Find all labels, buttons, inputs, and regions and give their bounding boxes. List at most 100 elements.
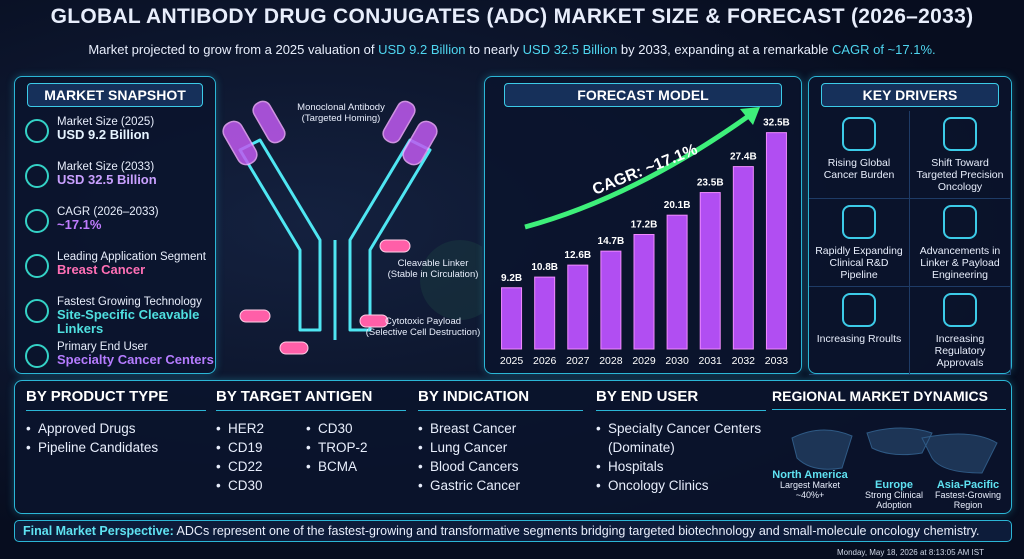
regional-section: REGIONAL MARKET DYNAMICS (772, 388, 1006, 503)
x-tick-label: 2029 (632, 355, 656, 367)
icon (25, 119, 49, 143)
section-title: BY TARGET ANTIGEN (216, 388, 406, 411)
region-name: North America (772, 469, 848, 481)
value-label: 32.5B (763, 118, 790, 129)
illustration-label: Cleavable Linker (Stable in Circulation) (387, 258, 479, 280)
subtitle-part: CAGR of ~17.1%. (831, 42, 936, 57)
snapshot-item: Fastest Growing Technology Site-Specific … (25, 296, 215, 336)
snapshot-text: CAGR (2026–2033) ~17.1% (57, 206, 159, 242)
driver-icon (943, 205, 977, 239)
segment-item: Approved Drugs (26, 419, 206, 438)
subtitle-part: Market projected to grow from a 2025 val… (88, 42, 379, 57)
driver: Advancements in Linker & Payload Enginee… (910, 199, 1011, 287)
subtitle-part: USD 32.5 Billion (522, 42, 618, 57)
snapshot-text: Leading Application Segment Breast Cancer (57, 251, 206, 287)
driver-text: Rapidly Expanding Clinical R&D Pipeline (815, 245, 903, 281)
driver: Rapidly Expanding Clinical R&D Pipeline (809, 199, 910, 287)
region-name: Asia-Pacific (936, 479, 1000, 491)
driver-text: Increasing Rroults (816, 333, 902, 345)
value-label: 23.5B (697, 178, 724, 189)
segment-item: Pipeline Candidates (26, 438, 206, 457)
snapshot-item: Market Size (2033) USD 32.5 Billion (25, 161, 215, 197)
segment-list: Breast CancerLung CancerBlood CancersGas… (418, 419, 583, 495)
segment: BY PRODUCT TYPE Approved DrugsPipeline Ca… (26, 388, 206, 457)
x-tick-label: 2028 (599, 355, 623, 367)
x-tick-label: 2025 (500, 355, 524, 367)
driver-text: Rising Global Cancer Burden (823, 157, 895, 181)
driver-text: Shift Toward Targeted Precision Oncology (916, 157, 1004, 193)
region: Asia-Pacific Fastest-Growing Region (926, 479, 1010, 511)
region: North America Largest Market ~40%+ (764, 469, 856, 501)
x-tick-label: 2027 (566, 355, 590, 367)
snapshot-label: Market Size (2025) (57, 116, 155, 128)
title: GLOBAL ANTIBODY DRUG CONJUGATES (ADC) MA… (50, 5, 974, 28)
driver: Rising Global Cancer Burden (809, 111, 910, 199)
x-tick-label: 2032 (732, 355, 756, 367)
snapshot-text: Fastest Growing Technology Site-Specific … (57, 296, 215, 336)
icon (25, 299, 49, 323)
x-tick-label: 2033 (765, 355, 789, 367)
panel-title: FORECAST MODEL (503, 83, 783, 107)
segment-item: HER2 (216, 419, 306, 438)
bar (600, 250, 622, 350)
section-title: BY END USER (596, 388, 766, 411)
driver-text: Increasing Regulatory Approvals (934, 333, 986, 369)
segment: BY INDICATION Breast CancerLung CancerBlo… (418, 388, 583, 495)
snapshot-text: Market Size (2025) USD 9.2 Billion (57, 116, 154, 152)
driver-icon (943, 117, 977, 151)
segment-item: CD22 (216, 457, 306, 476)
value-label: 27.4B (730, 152, 757, 163)
bar-chart: CAGR: ~17.1% 9.2B 2025 10.8B 2026 12.6B 2027 1… (500, 107, 790, 367)
world-map (791, 427, 998, 474)
icon (25, 209, 49, 233)
value-label: 14.7B (598, 236, 625, 247)
x-tick-label: 2026 (533, 355, 557, 367)
snapshot-panel: MARKET SNAPSHOT Market Size (2025) USD 9.… (14, 76, 216, 374)
region-name: Europe (875, 479, 913, 491)
segment-item: TROP-2 (306, 438, 396, 457)
bar (567, 264, 589, 350)
segment-item: Lung Cancer (418, 438, 583, 457)
segment-item: CD19 (216, 438, 306, 457)
segment-item: Gastric Cancer (418, 476, 583, 495)
segment: BY TARGET ANTIGEN HER2CD19CD22CD30 CD30TRO… (216, 388, 406, 495)
segment-list: Approved DrugsPipeline Candidates (26, 419, 206, 457)
illustration-label: Cytotoxic Payload (Selective Cell Destruc… (365, 316, 481, 338)
region-note: Strong Clinical (864, 490, 924, 500)
cagr-arrow (524, 112, 752, 230)
value-label: 17.2B (631, 219, 658, 230)
cagr-annotation: CAGR: ~17.1% (590, 141, 700, 199)
cagr-arrowhead (740, 107, 760, 125)
antibody-illustration (222, 100, 482, 355)
x-tick-label: 2031 (699, 355, 723, 367)
section-title: BY PRODUCT TYPE (26, 388, 206, 411)
snapshot-text: Market Size (2033) USD 32.5 Billion (57, 161, 157, 197)
snapshot-value: USD 32.5 Billion (57, 172, 157, 187)
bar (534, 276, 556, 350)
driver: Increasing Rroults (809, 287, 910, 375)
region-note: Region (953, 500, 983, 510)
driver-icon (842, 205, 876, 239)
snapshot-item: Market Size (2025) USD 9.2 Billion (25, 116, 215, 152)
snapshot-value: Site-Specific Cleavable Linkers (57, 307, 200, 336)
timestamp: Monday, May 18, 2026 at 8:13:05 AM IST (836, 548, 984, 557)
snapshot-label: Fastest Growing Technology (57, 296, 202, 308)
value-label: 9.2B (501, 273, 522, 284)
bar (501, 287, 523, 350)
value-label: 12.6B (564, 250, 591, 261)
icon (25, 164, 49, 188)
x-tick-label: 2030 (665, 355, 689, 367)
bar (633, 233, 655, 350)
driver-icon (842, 293, 876, 327)
section-title: BY INDICATION (418, 388, 583, 411)
icon (25, 254, 49, 278)
snapshot-value: USD 9.2 Billion (57, 127, 150, 142)
segment: BY END USER Specialty Cancer Centers (Dom… (596, 388, 766, 495)
footer: Final Market Perspective: ADCs represent… (14, 520, 1012, 542)
region-note: Adoption (876, 500, 912, 510)
segment-item: CD30 (306, 419, 396, 438)
region-note: Fastest-Growing (934, 490, 1002, 500)
subtitle-part: by 2033, expanding at a remarkable (617, 42, 832, 57)
segment-item: Breast Cancer (418, 419, 583, 438)
